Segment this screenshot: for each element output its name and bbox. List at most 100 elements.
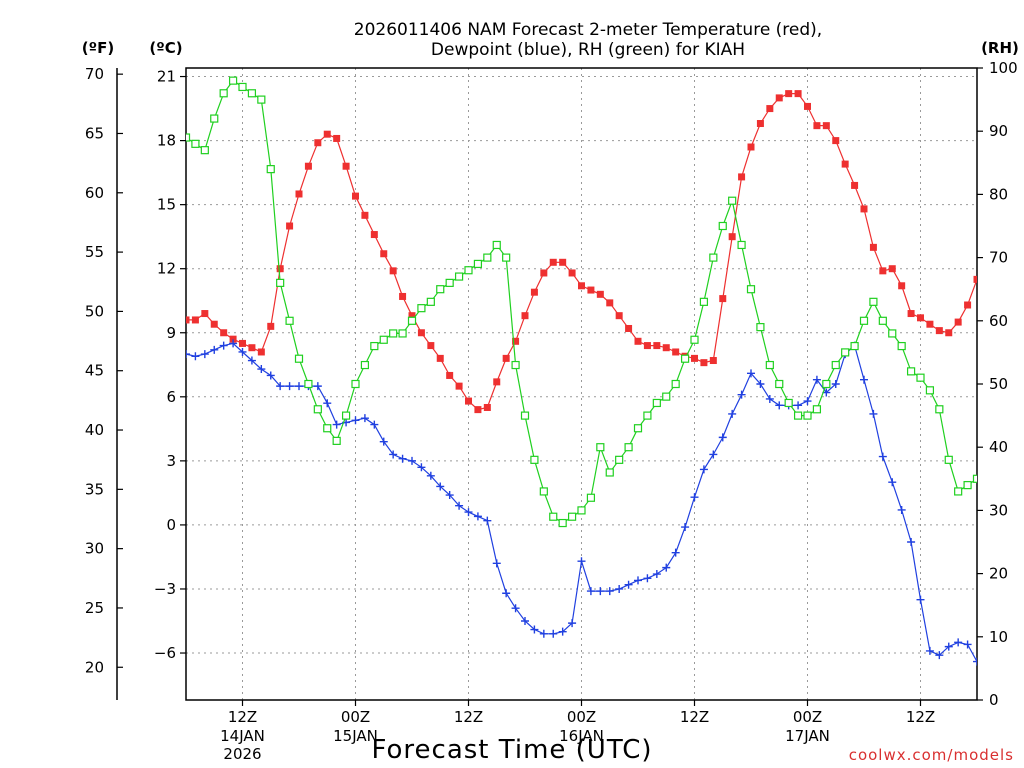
rh-point <box>511 360 520 370</box>
celsius-tick-label: 0 <box>166 516 176 534</box>
rh-point <box>916 373 925 382</box>
dewpoint-point <box>728 409 737 418</box>
dewpoint-point <box>878 452 887 461</box>
temperature-point <box>304 162 312 170</box>
rh-point <box>775 379 784 389</box>
dewpoint-point <box>426 471 435 480</box>
rh-point <box>247 89 257 98</box>
rh-point <box>963 481 972 490</box>
dewpoint-point <box>897 505 906 514</box>
temperature-point <box>596 290 604 298</box>
temperature-point <box>267 322 275 330</box>
rh-tick-label: 80 <box>989 185 1008 203</box>
celsius-unit-label: (ºC) <box>149 39 182 57</box>
rh-point <box>859 316 869 325</box>
temperature-point <box>662 344 670 352</box>
temperature-point <box>945 329 953 337</box>
dewpoint-point <box>860 375 868 384</box>
x-date-label: 15JAN <box>333 727 378 745</box>
dewpoint-point <box>643 574 652 583</box>
dewpoint-point <box>219 341 228 350</box>
dewpoint-point <box>916 595 925 604</box>
chart-title-line2: Dewpoint (blue), RH (green) for KIAH <box>431 40 745 60</box>
temperature-point <box>427 342 435 350</box>
rh-point <box>558 518 567 528</box>
dewpoint-point <box>558 627 567 636</box>
rh-point <box>822 379 831 389</box>
temperature-point <box>502 354 510 362</box>
dewpoint-point <box>473 512 482 521</box>
rh-point <box>323 424 332 433</box>
rh-point <box>803 411 812 420</box>
dewpoint-series <box>186 339 977 666</box>
temperature-point <box>954 318 962 326</box>
series <box>186 76 977 666</box>
rh-point <box>756 323 765 332</box>
fahrenheit-tick-label: 20 <box>85 658 104 676</box>
temperature-point <box>691 354 698 362</box>
fahrenheit-tick-label: 35 <box>85 480 104 498</box>
dewpoint-point <box>483 516 492 525</box>
temperature-point <box>700 359 708 367</box>
temperature-point <box>493 378 501 386</box>
temperature-point <box>191 316 199 324</box>
dewpoint-point <box>210 345 219 354</box>
dewpoint-point <box>360 414 369 423</box>
fahrenheit-tick-label: 45 <box>85 362 104 380</box>
fahrenheit-tick-label: 60 <box>85 184 104 202</box>
rh-point <box>407 316 417 325</box>
temperature-point <box>530 288 538 296</box>
temperature-series <box>186 90 977 414</box>
rh-point <box>445 278 454 287</box>
rh-point <box>662 392 671 401</box>
rh-tick-label: 90 <box>989 122 1008 140</box>
dewpoint-point <box>502 589 511 598</box>
temperature-point <box>907 310 915 318</box>
temperature-point <box>352 192 359 200</box>
temperature-point <box>766 105 774 113</box>
rh-point <box>360 360 370 370</box>
temperature-point <box>286 222 294 230</box>
rh-point <box>266 165 275 174</box>
temperature-point <box>465 397 472 405</box>
rh-tick-label: 20 <box>989 565 1008 583</box>
dewpoint-point <box>332 420 341 429</box>
dewpoint-point <box>624 580 633 589</box>
temperature-point <box>860 205 868 213</box>
temperature-point <box>342 162 350 170</box>
temperature-point <box>587 286 595 294</box>
x-tick-label: 00Z <box>341 708 370 726</box>
dewpoint-point <box>586 587 595 596</box>
rh-point <box>304 379 313 389</box>
temperature-point <box>512 337 520 345</box>
rh-point <box>332 436 341 445</box>
temperature-point <box>389 267 397 275</box>
rh-point <box>389 329 398 338</box>
rh-point <box>605 468 614 477</box>
fahrenheit-tick-label: 50 <box>85 302 104 320</box>
fahrenheit-tick-label: 40 <box>85 421 104 439</box>
dewpoint-line <box>186 342 977 662</box>
temperature-point <box>399 292 407 300</box>
temperature-point <box>888 265 896 273</box>
dewpoint-point <box>681 523 690 532</box>
dewpoint-point <box>436 482 445 491</box>
dewpoint-point <box>351 416 360 425</box>
temperature-point <box>186 316 190 324</box>
rh-point <box>841 348 850 357</box>
temperature-point <box>709 357 717 365</box>
x-tick-label: 00Z <box>793 708 822 726</box>
x-date-label: 17JAN <box>785 727 830 745</box>
rh-point <box>878 316 887 325</box>
temperature-point <box>738 173 746 181</box>
temperature-point <box>370 231 378 239</box>
dewpoint-point <box>925 646 934 655</box>
dewpoint-point <box>634 576 642 585</box>
temperature-point <box>625 324 633 332</box>
temperature-point <box>408 312 416 320</box>
dewpoint-point <box>313 382 322 391</box>
temperature-point <box>869 243 877 251</box>
temperature-point <box>578 282 585 290</box>
fahrenheit-unit-label: (ºF) <box>82 39 114 57</box>
dewpoint-point <box>266 371 275 380</box>
